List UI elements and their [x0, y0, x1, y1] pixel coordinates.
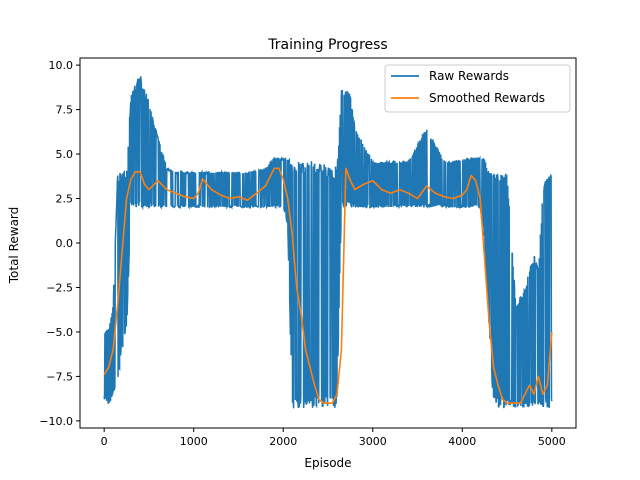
- smoothed-rewards-line: [103, 167, 553, 404]
- y-tick-label: 5.0: [56, 148, 74, 161]
- chart-title: Training Progress: [267, 37, 387, 53]
- raw-rewards-line: [103, 76, 553, 409]
- x-axis-label: Episode: [304, 456, 351, 470]
- x-tick-label: 4000: [448, 435, 476, 448]
- y-tick-label: −7.5: [46, 370, 73, 383]
- legend-box: [384, 64, 571, 113]
- plot-frame: [79, 57, 577, 429]
- y-tick-label: −2.5: [46, 281, 73, 294]
- x-tick-label: 0: [101, 435, 108, 448]
- y-tick-label: 7.5: [56, 104, 74, 117]
- y-axis-label: Total Reward: [7, 207, 21, 285]
- y-tick-label: −10.0: [39, 415, 73, 428]
- y-axis: −10.0 −7.5 −5.0 −2.5 0.0 2.5 5.0 7.5 10.0: [39, 59, 80, 428]
- legend-entry: Smoothed Rewards: [429, 91, 545, 105]
- legend-entry: Raw Rewards: [429, 69, 509, 83]
- y-tick-label: 10.0: [49, 59, 74, 72]
- x-tick-label: 3000: [359, 435, 387, 448]
- x-tick-label: 5000: [538, 435, 566, 448]
- plot-area: [103, 76, 553, 409]
- legend: Raw Rewards Smoothed Rewards: [384, 64, 571, 113]
- x-tick-label: 1000: [180, 435, 208, 448]
- x-axis: 0 1000 2000 3000 4000 5000: [101, 428, 566, 448]
- x-tick-label: 2000: [269, 435, 297, 448]
- y-tick-label: 2.5: [56, 193, 74, 206]
- y-tick-label: 0.0: [56, 237, 74, 250]
- y-tick-label: −5.0: [46, 326, 73, 339]
